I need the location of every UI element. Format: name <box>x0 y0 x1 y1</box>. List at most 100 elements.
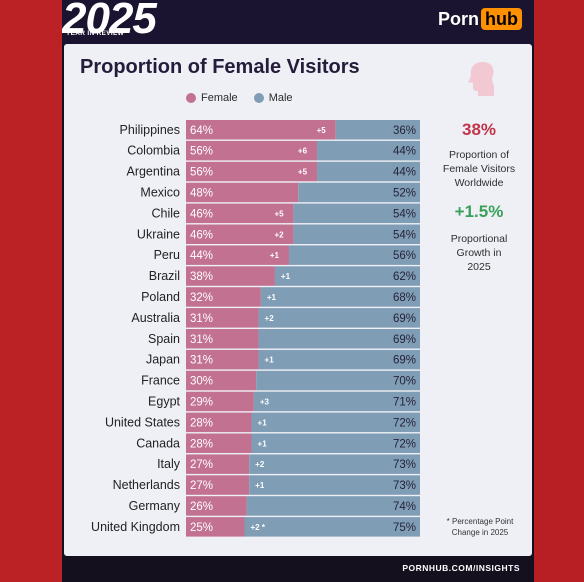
female-value-label: 28% <box>190 438 213 450</box>
change-label: +5 <box>317 126 327 135</box>
category-label: Netherlands <box>113 478 180 492</box>
change-label: +2 * <box>251 523 266 532</box>
bar-male <box>249 475 420 495</box>
male-value-label: 54% <box>393 208 416 220</box>
change-label: +3 <box>260 397 270 406</box>
right-red-frame <box>534 0 584 582</box>
female-value-label: 31% <box>190 355 213 367</box>
header-band <box>62 0 534 44</box>
chart-title: Proportion of Female Visitors <box>80 56 360 78</box>
legend-label-male: Male <box>268 92 293 104</box>
worldwide-female-share: 38% <box>461 120 497 139</box>
bar-female <box>186 454 250 474</box>
female-value-label: 56% <box>190 146 213 158</box>
bar-female <box>186 287 261 307</box>
male-value-label: 72% <box>393 417 416 429</box>
brand-logo-part2: hub <box>481 8 522 30</box>
male-value-label: 36% <box>393 125 416 137</box>
female-profile-icon <box>468 62 494 96</box>
male-value-label: 73% <box>393 459 416 471</box>
female-value-label: 31% <box>190 313 213 325</box>
male-value-label: 69% <box>393 355 416 367</box>
bar-male <box>335 120 420 140</box>
male-value-label: 44% <box>393 167 416 179</box>
left-red-frame <box>0 0 62 582</box>
bar-female <box>186 203 294 224</box>
bar-male <box>298 182 420 203</box>
bar-female <box>186 433 252 453</box>
category-label: Colombia <box>127 144 180 158</box>
brand-logo: Porn hub <box>438 8 522 30</box>
stacked-bar-chart: Philippines 64% 36% +5 Colombia 56% 44% +6 Argen… <box>91 120 420 537</box>
male-value-label: 69% <box>393 334 416 346</box>
category-label: Peru <box>154 248 180 262</box>
bar-female <box>186 370 257 391</box>
bar-male <box>258 329 420 349</box>
change-label: +2 <box>255 460 265 469</box>
bar-male <box>288 245 420 265</box>
male-value-label: 62% <box>393 271 416 283</box>
legend-swatch-female <box>186 93 196 103</box>
category-label: Brazil <box>149 269 180 283</box>
male-value-label: 54% <box>393 229 416 241</box>
bar-female <box>186 266 275 286</box>
category-label: Canada <box>136 436 180 450</box>
bar-male <box>293 203 420 224</box>
male-value-label: 73% <box>393 480 416 492</box>
female-value-label: 32% <box>190 292 213 304</box>
change-label: +1 <box>265 356 275 365</box>
category-label: Germany <box>129 499 181 513</box>
change-label: +2 <box>275 230 285 239</box>
bar-female <box>186 517 245 537</box>
change-label: +6 <box>298 147 308 156</box>
male-value-label: 56% <box>393 250 416 262</box>
female-value-label: 46% <box>190 229 213 241</box>
bar-female <box>186 412 252 433</box>
bar-female <box>186 182 299 203</box>
footnote: * Percentage Point Change in 2025 <box>430 516 530 538</box>
category-label: Mexico <box>140 185 180 199</box>
female-value-label: 48% <box>190 187 213 199</box>
growth-desc-line3: 2025 <box>467 261 491 273</box>
footer-url: PORNHUB.COM/INSIGHTS <box>402 563 520 573</box>
change-label: +1 <box>258 418 268 427</box>
bar-male <box>251 433 420 453</box>
female-value-label: 29% <box>190 396 213 408</box>
category-label: Chile <box>152 206 181 220</box>
bar-female <box>186 161 318 182</box>
male-value-label: 69% <box>393 313 416 325</box>
footnote-line1: * Percentage Point <box>446 517 514 526</box>
bar-female <box>186 329 259 349</box>
infographic-card: 2025 YEAR IN REVIEW Porn hub Proportion … <box>62 0 534 582</box>
bar-male <box>244 517 420 537</box>
bar-male <box>251 412 420 433</box>
male-value-label: 72% <box>393 438 416 450</box>
category-label: United States <box>105 415 180 429</box>
growth-desc-line1: Proportional <box>450 233 508 245</box>
male-value-label: 70% <box>393 376 416 388</box>
bar-female <box>186 475 250 495</box>
female-value-label: 27% <box>190 480 213 492</box>
female-value-label: 64% <box>190 125 213 137</box>
category-label: Philippines <box>120 123 180 137</box>
change-label: +1 <box>281 272 291 281</box>
bar-female <box>186 120 336 140</box>
category-label: United Kingdom <box>91 520 180 534</box>
bar-female <box>186 391 254 412</box>
bar-male <box>260 287 420 307</box>
female-value-label: 25% <box>190 522 213 534</box>
category-label: Argentina <box>126 165 180 179</box>
footnote-line2: Change in 2025 <box>451 528 509 537</box>
bar-male <box>258 349 420 370</box>
category-label: Spain <box>148 332 180 346</box>
legend-swatch-male <box>253 93 264 103</box>
male-value-label: 74% <box>393 501 416 513</box>
female-value-label: 38% <box>190 271 213 283</box>
bar-male <box>249 454 420 474</box>
category-label: Japan <box>146 353 180 367</box>
female-value-label: 56% <box>190 167 213 179</box>
worldwide-desc-line2: Female Visitors <box>442 163 516 175</box>
year-subtitle: YEAR IN REVIEW <box>66 30 125 37</box>
bar-female <box>186 308 259 328</box>
bar-male <box>246 496 420 516</box>
